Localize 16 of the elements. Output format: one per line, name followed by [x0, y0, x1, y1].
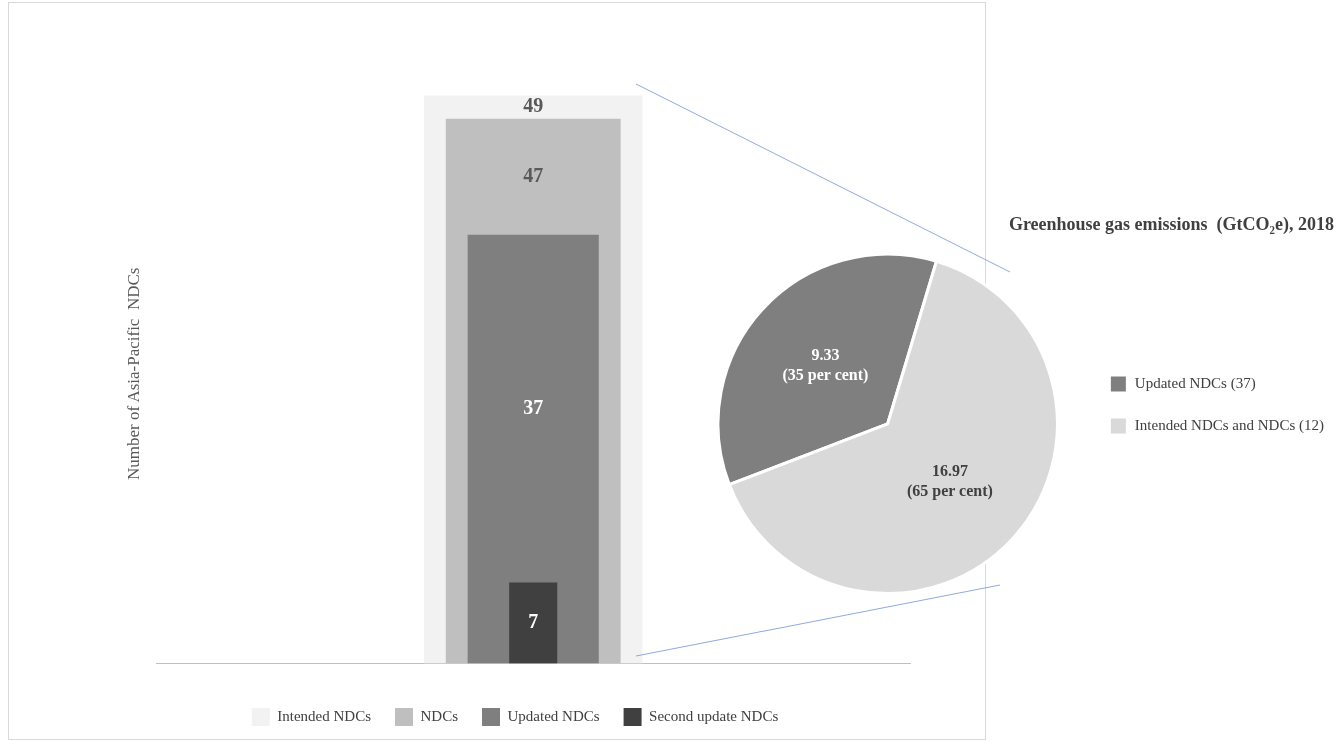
legend-label: Updated NDCs (37): [1134, 374, 1256, 392]
legend-label: Intended NDCs and NDCs (12): [1134, 416, 1324, 434]
legend-label: Updated NDCs: [507, 707, 600, 724]
legend-label: Intended NDCs: [277, 707, 372, 724]
chart-title: Greenhouse gas emissions (GtCO₂e), 2018: [1008, 214, 1334, 236]
data-label: 49: [523, 94, 544, 117]
data-label: 37: [523, 395, 544, 418]
data-label: 9.33 (35 per cent): [782, 346, 869, 385]
legend-label: Second update NDCs: [649, 707, 779, 724]
data-label: 16.97 (65 per cent): [906, 461, 993, 500]
legend-label: NDCs: [420, 707, 459, 724]
y-axis-title: Number of Asia-Pacific NDCs: [123, 267, 143, 481]
data-label: 47: [523, 163, 544, 186]
bar: [467, 234, 599, 664]
data-label: 7: [528, 610, 539, 633]
bar: [509, 582, 558, 664]
